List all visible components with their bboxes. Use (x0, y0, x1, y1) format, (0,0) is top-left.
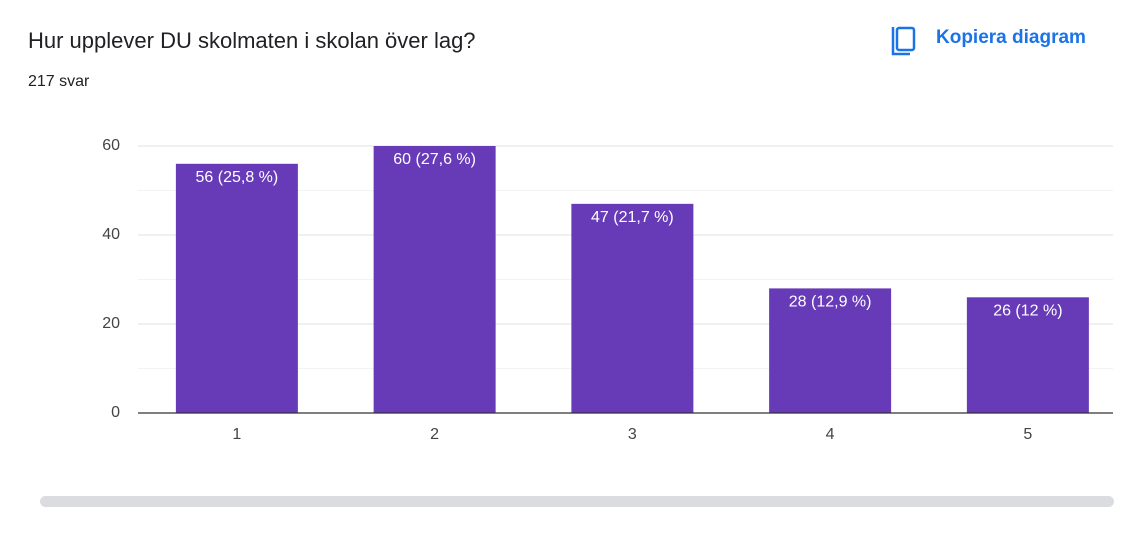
x-tick-label: 3 (628, 426, 637, 443)
scrollbar[interactable] (40, 496, 1114, 507)
bar (769, 288, 892, 413)
x-tick-label: 5 (1023, 426, 1032, 443)
value-label: 60 (27,6 %) (393, 151, 476, 168)
x-tick-label: 4 (826, 426, 835, 443)
y-tick-label: 40 (102, 226, 120, 243)
y-tick-label: 60 (102, 137, 120, 154)
value-label: 47 (21,7 %) (591, 209, 674, 226)
chart-title: Hur upplever DU skolmaten i skolan över … (28, 28, 476, 53)
y-tick-label: 20 (102, 315, 120, 332)
copy-button-label[interactable]: Kopiera diagram (936, 27, 1086, 48)
bar (373, 146, 496, 413)
copy-button[interactable]: Kopiera diagram (891, 26, 1086, 56)
chart-subtitle: 217 svar (28, 73, 90, 90)
copy-icon (891, 27, 910, 56)
bar (571, 203, 694, 413)
x-tick-label: 2 (430, 426, 439, 443)
y-tick-label: 0 (111, 404, 120, 421)
copy-icon (895, 26, 916, 52)
value-label: 28 (12,9 %) (789, 294, 872, 311)
value-label: 26 (12 %) (993, 303, 1062, 320)
bar (175, 163, 298, 413)
value-label: 56 (25,8 %) (196, 169, 279, 186)
bar (966, 297, 1089, 413)
x-tick-label: 1 (232, 426, 241, 443)
